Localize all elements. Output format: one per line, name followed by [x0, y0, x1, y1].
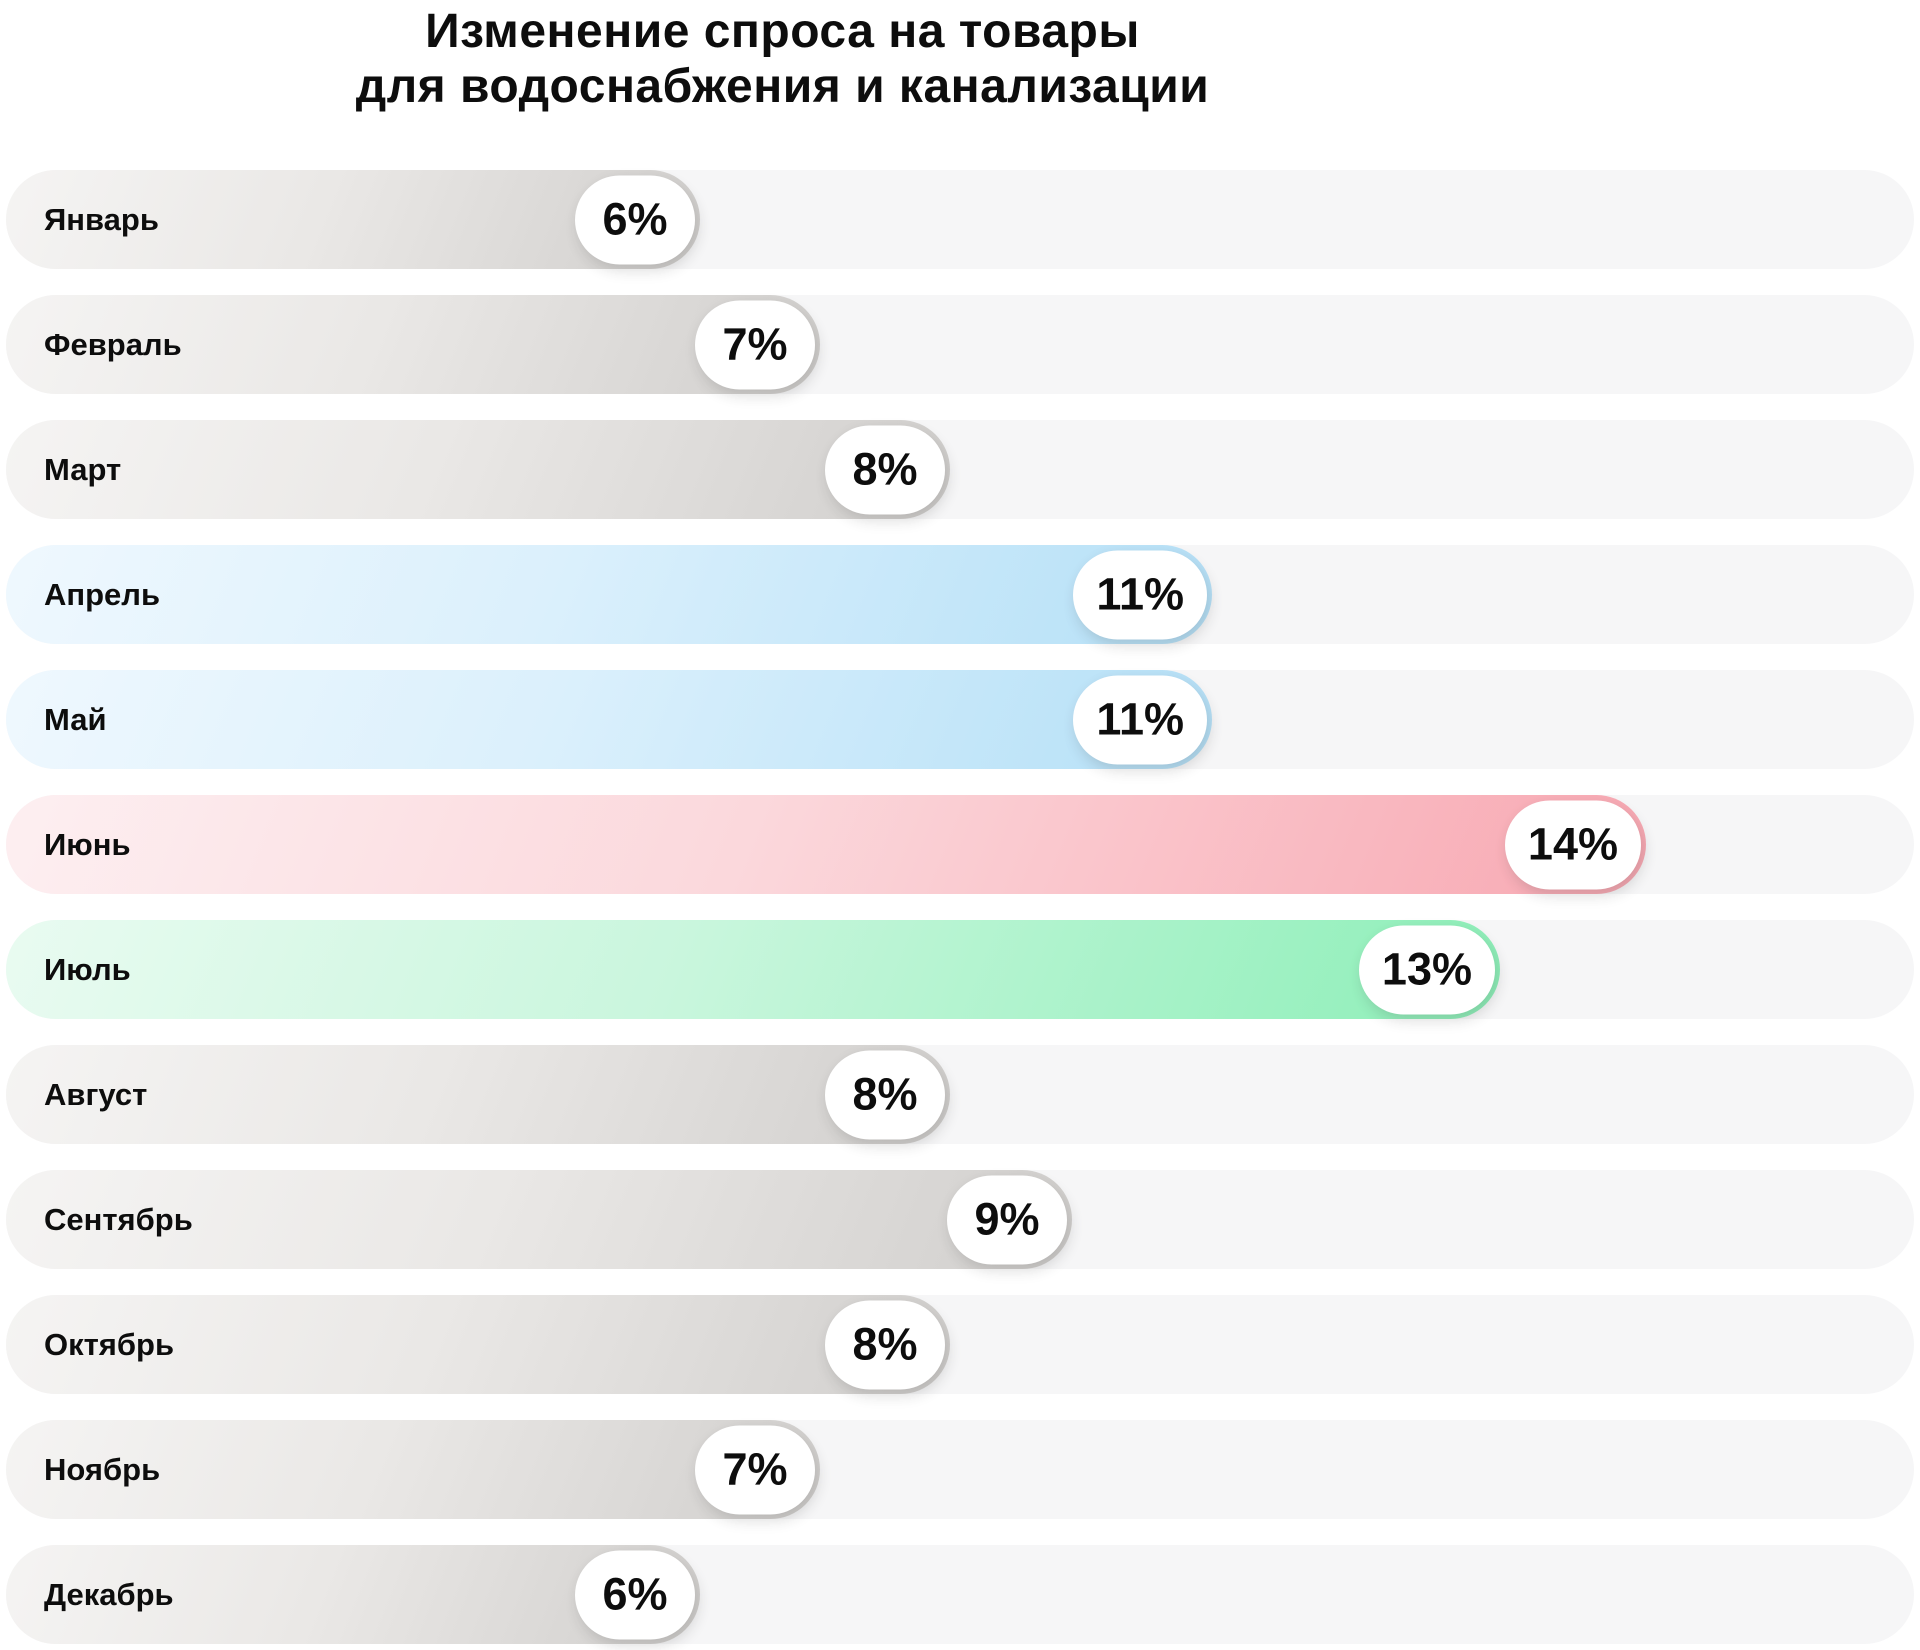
bar-track: 6% Январь	[6, 170, 1914, 269]
month-label: Сентябрь	[44, 1201, 193, 1237]
chart-row: 8% Март	[6, 420, 1914, 519]
value-badge: 8%	[825, 1300, 945, 1389]
month-label: Ноябрь	[44, 1451, 161, 1487]
bar-track: 8% Март	[6, 420, 1914, 519]
chart-row: 11% Апрель	[6, 545, 1914, 644]
bar-fill: 6%	[6, 1545, 700, 1644]
chart-row: 6% Декабрь	[6, 1545, 1914, 1644]
bar-track: 11% Апрель	[6, 545, 1914, 644]
bar-track: 9% Сентябрь	[6, 1170, 1914, 1269]
value-badge: 9%	[947, 1175, 1067, 1264]
value-label: 6%	[602, 193, 668, 245]
bar-fill: 11%	[6, 545, 1212, 644]
bar-fill: 6%	[6, 170, 700, 269]
chart-row: 6% Январь	[6, 170, 1914, 269]
value-label: 6%	[602, 1568, 668, 1620]
value-label: 8%	[852, 443, 918, 495]
month-label: Март	[44, 451, 122, 487]
month-label: Декабрь	[44, 1576, 174, 1612]
chart-row: 7% Февраль	[6, 295, 1914, 394]
month-label: Август	[44, 1076, 148, 1112]
bar-fill: 8%	[6, 1045, 950, 1144]
chart-row: 8% Октябрь	[6, 1295, 1914, 1394]
bar-track: 6% Декабрь	[6, 1545, 1914, 1644]
value-label: 9%	[974, 1193, 1040, 1245]
bar-chart: 6% Январь 7% Февраль 8% Март	[6, 170, 1914, 1644]
chart-title-line-2: для водоснабжения и канализации	[355, 60, 1210, 113]
value-badge: 13%	[1358, 925, 1495, 1014]
chart-title: Изменение спроса на товары для водоснабж…	[0, 4, 1565, 114]
bar-fill: 8%	[6, 420, 950, 519]
month-label: Июль	[44, 951, 131, 987]
bar-fill: 8%	[6, 1295, 950, 1394]
value-label: 7%	[722, 1443, 788, 1495]
bar-track: 14% Июнь	[6, 795, 1914, 894]
value-badge: 6%	[575, 1550, 695, 1639]
bar-track: 13% Июль	[6, 920, 1914, 1019]
value-badge: 14%	[1504, 800, 1641, 889]
value-badge: 11%	[1073, 675, 1207, 764]
value-label: 11%	[1096, 693, 1184, 745]
value-badge: 7%	[695, 1425, 815, 1514]
bar-fill: 14%	[6, 795, 1646, 894]
value-badge: 7%	[695, 300, 815, 389]
bar-track: 8% Август	[6, 1045, 1914, 1144]
chart-row: 8% Август	[6, 1045, 1914, 1144]
chart-row: 14% Июнь	[6, 795, 1914, 894]
bar-fill: 7%	[6, 1420, 820, 1519]
bar-fill: 7%	[6, 295, 820, 394]
value-label: 7%	[722, 318, 788, 370]
chart-row: 9% Сентябрь	[6, 1170, 1914, 1269]
value-label: 8%	[852, 1068, 918, 1120]
bar-fill: 13%	[6, 920, 1500, 1019]
month-label: Октябрь	[44, 1326, 175, 1362]
value-label: 13%	[1381, 943, 1472, 995]
value-badge: 11%	[1073, 550, 1207, 639]
chart-row: 7% Ноябрь	[6, 1420, 1914, 1519]
bar-fill: 9%	[6, 1170, 1072, 1269]
chart-title-line-1: Изменение спроса на товары	[425, 5, 1140, 58]
month-label: Июнь	[44, 826, 131, 862]
month-label: Май	[44, 701, 107, 737]
month-label: Апрель	[44, 576, 161, 612]
value-label: 8%	[852, 1318, 918, 1370]
bar-track: 11% Май	[6, 670, 1914, 769]
chart-row: 13% Июль	[6, 920, 1914, 1019]
bar-track: 7% Февраль	[6, 295, 1914, 394]
value-label: 14%	[1527, 818, 1618, 870]
chart-row: 11% Май	[6, 670, 1914, 769]
value-label: 11%	[1096, 568, 1184, 620]
value-badge: 8%	[825, 425, 945, 514]
value-badge: 8%	[825, 1050, 945, 1139]
month-label: Февраль	[44, 326, 182, 362]
value-badge: 6%	[575, 175, 695, 264]
month-label: Январь	[44, 201, 159, 237]
bar-fill: 11%	[6, 670, 1212, 769]
bar-track: 8% Октябрь	[6, 1295, 1914, 1394]
bar-track: 7% Ноябрь	[6, 1420, 1914, 1519]
